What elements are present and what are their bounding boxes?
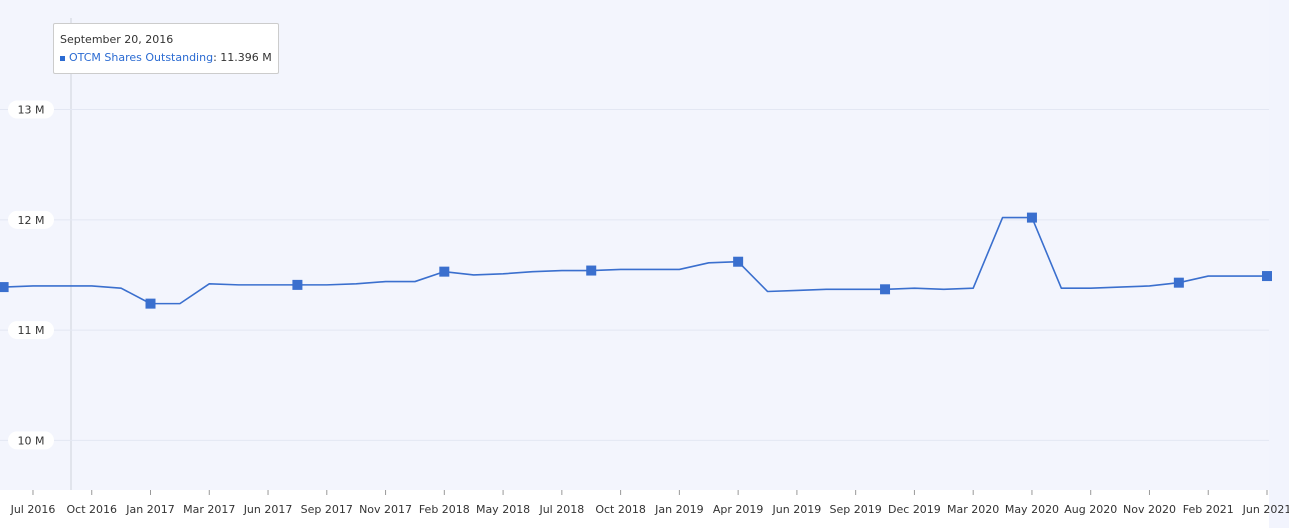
point-marker [145, 298, 156, 309]
x-tick-label: Oct 2018 [595, 503, 646, 516]
plot-area [0, 0, 1269, 490]
point-marker [880, 284, 891, 295]
x-tick-label: Mar 2017 [183, 503, 235, 516]
x-tick-label: Feb 2018 [419, 503, 470, 516]
tooltip-title: September 20, 2016 [60, 33, 174, 46]
x-axis-band [0, 490, 1269, 528]
x-tick-label: Nov 2020 [1123, 503, 1176, 516]
x-tick-label: May 2020 [1005, 503, 1059, 516]
x-tick-label: Jun 2019 [772, 503, 822, 516]
x-tick-label: Sep 2017 [301, 503, 353, 516]
x-tick-label: Jul 2016 [10, 503, 56, 516]
point-marker [1262, 271, 1272, 282]
point-marker [1173, 277, 1184, 288]
x-tick-label: Jan 2019 [654, 503, 703, 516]
y-tick-label: 11 M [18, 324, 45, 337]
point-marker [733, 256, 744, 267]
x-tick-label: Apr 2019 [713, 503, 764, 516]
point-marker [292, 279, 303, 290]
x-tick-label: Feb 2021 [1183, 503, 1234, 516]
x-tick-label: Oct 2016 [66, 503, 117, 516]
point-marker [1026, 212, 1037, 223]
tooltip-series: OTCM Shares Outstanding [69, 51, 217, 64]
x-tick-label: Jun 2021 [1242, 503, 1289, 516]
y-tick-pill [8, 431, 54, 450]
y-tick-pill [8, 100, 54, 119]
y-tick-label: 12 M [18, 214, 45, 227]
x-tick-label: Nov 2017 [359, 503, 412, 516]
x-tick-label: May 2018 [476, 503, 530, 516]
point-marker [439, 266, 450, 277]
point-marker [0, 282, 9, 293]
series-line [3, 216, 1267, 305]
point-marker [586, 265, 597, 276]
y-tick-pill [8, 321, 54, 340]
x-tick-label: Jan 2017 [125, 503, 174, 516]
y-tick-label: 10 M [18, 434, 45, 447]
tooltip-value: 11.396 M [220, 51, 272, 64]
y-tick-pill [8, 210, 54, 229]
x-tick-label: Mar 2020 [947, 503, 999, 516]
x-tick-label: Sep 2019 [830, 503, 882, 516]
y-tick-label: 13 M [18, 104, 45, 117]
tooltip-row: OTCM Shares Outstanding 11.396 M [60, 49, 272, 67]
x-tick-label: Dec 2019 [888, 503, 941, 516]
tooltip: September 20, 2016 OTCM Shares Outstandi… [53, 23, 279, 74]
x-tick-label: Jul 2018 [538, 503, 584, 516]
x-tick-label: Jun 2017 [243, 503, 293, 516]
x-tick-label: Aug 2020 [1064, 503, 1117, 516]
